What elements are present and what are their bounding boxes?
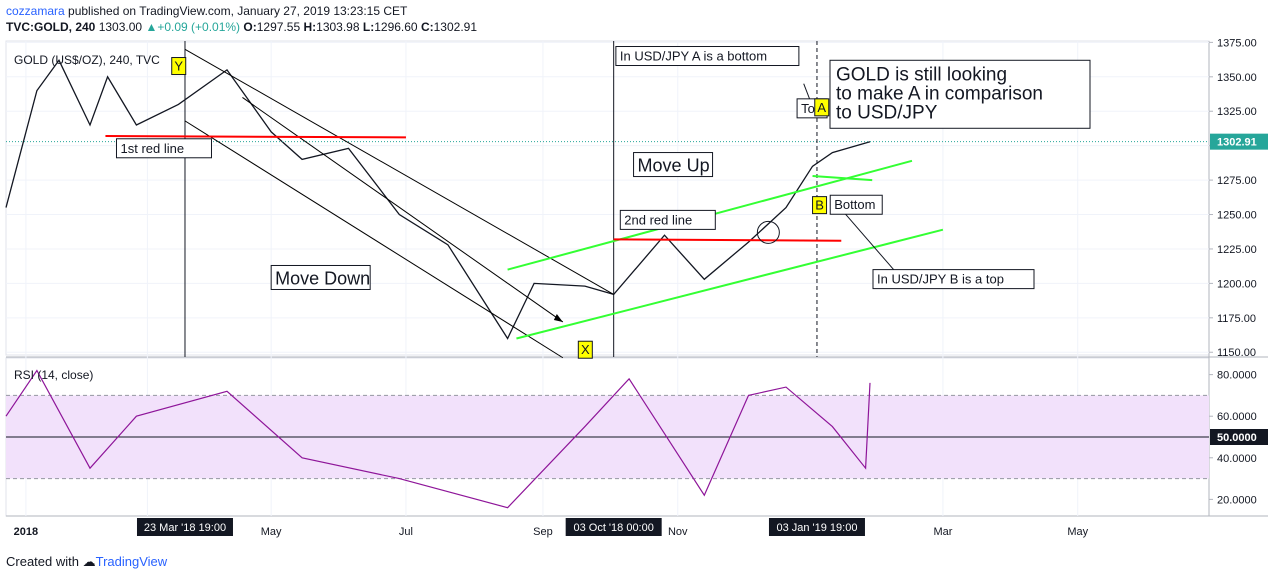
tradingview-link[interactable]: TradingView (95, 554, 168, 569)
price-tick-label: 1275.00 (1217, 175, 1257, 187)
channel-up-short-line (812, 174, 873, 182)
time-marker-label: 03 Jan '19 19:00 (776, 522, 857, 534)
marker-b-box (812, 196, 828, 215)
time-tick-label: 2018 (14, 526, 38, 538)
last-price-label-box (1210, 133, 1268, 150)
price-tick-label: 1250.00 (1217, 210, 1257, 222)
last-price: 1303.00 (98, 20, 143, 34)
usdjpy-a-note-box (615, 46, 800, 67)
marker-y-box (171, 57, 187, 76)
move-down-label-box (270, 264, 371, 290)
publish-info: published on TradingView.com, January 27… (68, 4, 408, 18)
time-marker-box (136, 518, 233, 536)
high-value: 1303.98 (316, 20, 360, 34)
time-tick-label: Sep (533, 526, 553, 538)
usdjpy-b-note-box (872, 269, 1035, 290)
price-change: +0.09 (+0.01%) (157, 20, 241, 34)
marker-x: X (581, 342, 590, 357)
first-red-line (105, 135, 406, 139)
rsi-tick-label: 60.0000 (1217, 411, 1257, 423)
marker-x-box (577, 340, 593, 359)
open-label: O: (243, 20, 257, 34)
author-link[interactable]: cozzamara (6, 4, 65, 18)
price-tick-label: 1350.00 (1217, 72, 1257, 84)
price-tick-label: 1225.00 (1217, 244, 1257, 256)
footer: Created with ☁TradingView (6, 554, 167, 570)
rsi-line (5, 369, 871, 509)
price-pane-title: GOLD (US$/OZ), 240, TVC (14, 53, 160, 67)
time-tick-label: Jul (399, 526, 413, 538)
second-red-line-label-box (619, 209, 716, 230)
low-value: 1296.60 (374, 20, 418, 34)
gold-note-line: to USD/JPY (836, 102, 938, 123)
arrowhead-icon (553, 313, 563, 322)
usdjpy-a-note: In USD/JPY A is a bottom (620, 49, 767, 64)
price-line (5, 59, 871, 340)
publish-line: cozzamara published on TradingView.com, … (6, 4, 407, 18)
channel-up-lower (516, 228, 944, 340)
close-label: C: (420, 20, 434, 34)
gold-note-line: to make A in comparison (836, 83, 1043, 104)
first-red-line-label: 1st red line (120, 141, 184, 156)
high-label: H: (303, 20, 317, 34)
price-tick-label: 1175.00 (1217, 313, 1256, 325)
time-tick-label: May (1067, 526, 1088, 538)
price-tick-label: 1375.00 (1217, 37, 1257, 49)
second-red-line-label: 2nd red line (624, 212, 692, 227)
last-price-label: 1302.91 (1217, 137, 1257, 149)
marker-a: A (817, 100, 826, 115)
channel-down-midline (242, 97, 564, 323)
marker-y: Y (174, 59, 183, 74)
symbol-name: TVC:GOLD, 240 (6, 20, 96, 34)
rsi-midline-label-box (1210, 429, 1268, 445)
channel-down-upper (184, 48, 614, 295)
marker-a-box (814, 98, 830, 117)
tradingview-logo-icon: ☁ (82, 554, 96, 569)
move-up-label: Move Up (638, 156, 710, 176)
bottom-label-box (829, 194, 883, 215)
time-marker-box (768, 518, 865, 536)
time-tick-label: May (261, 526, 282, 538)
price-tick-label: 1325.00 (1217, 106, 1257, 118)
rsi-tick-label: 20.0000 (1217, 494, 1257, 506)
low-label: L: (362, 20, 375, 34)
price-tick-label: 1200.00 (1217, 278, 1257, 290)
time-marker-label: 23 Mar '18 19:00 (144, 522, 226, 534)
rsi-tick-label: 80.0000 (1217, 370, 1257, 382)
symbol-legend: TVC:GOLD, 240 1303.00 ▲+0.09 (+0.01%) O:… (6, 20, 477, 34)
time-marker-label: 03 Oct '18 00:00 (573, 522, 653, 534)
gold-note-box (829, 59, 1091, 129)
move-down-label: Move Down (275, 268, 370, 288)
first-red-line-label-box (115, 138, 212, 159)
price-change-up-icon: ▲ (145, 20, 158, 34)
time-tick-label: Nov (668, 526, 688, 538)
price-tick-label: 1150.00 (1217, 347, 1256, 359)
usdjpy-b-note: In USD/JPY B is a top (877, 272, 1004, 287)
close-value: 1302.91 (433, 20, 478, 34)
channel-down-lower (184, 120, 564, 359)
time-tick-label: Mar (933, 526, 952, 538)
rsi-midline-label: 50.0000 (1217, 432, 1257, 444)
gold-note-line: GOLD is still looking (836, 64, 1007, 85)
open-value: 1297.55 (256, 20, 301, 34)
marker-b: B (815, 198, 824, 213)
move-up-label-box (633, 152, 714, 178)
rsi-pane-title: RSI (14, close) (14, 368, 93, 382)
bottom-label: Bottom (834, 197, 875, 212)
rsi-tick-label: 40.0000 (1217, 453, 1257, 465)
circle-marker-icon (756, 220, 780, 244)
time-marker-box (565, 518, 662, 536)
second-red-line (613, 238, 842, 242)
created-with-label: Created with (6, 554, 79, 569)
